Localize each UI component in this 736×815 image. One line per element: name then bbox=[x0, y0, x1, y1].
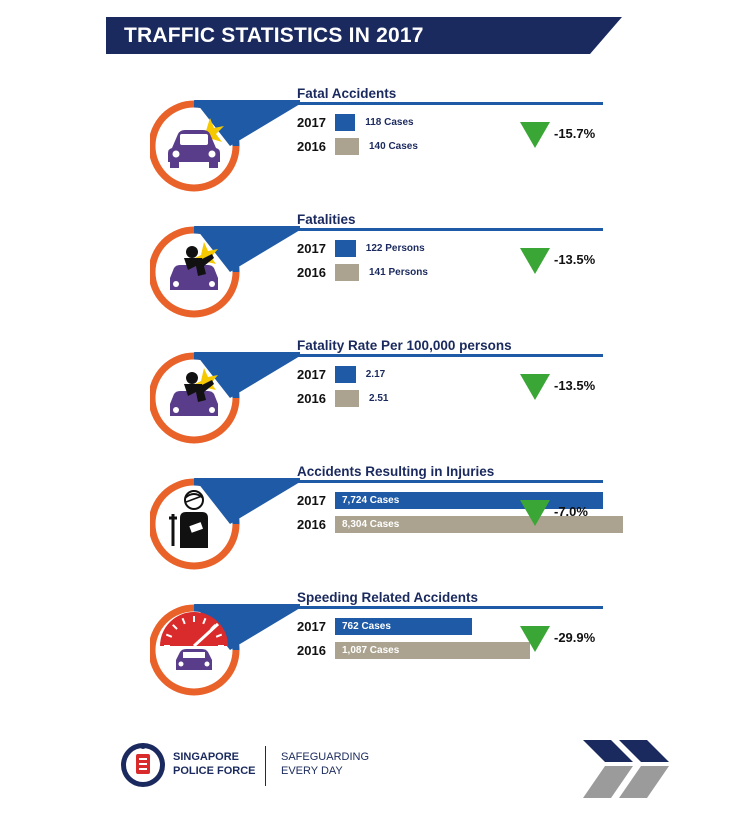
value-label-2017: 118 Cases bbox=[365, 117, 414, 128]
year-label-2017: 2017 bbox=[297, 115, 326, 130]
change-percent: -7.0% bbox=[554, 504, 588, 519]
year-label-2017: 2017 bbox=[297, 367, 326, 382]
section-header-line bbox=[297, 102, 603, 105]
change-percent: -15.7% bbox=[554, 126, 596, 141]
down-arrow-icon bbox=[520, 626, 550, 652]
bar-2017 bbox=[335, 114, 356, 131]
down-arrow-icon bbox=[520, 374, 550, 400]
change-percent: -13.5% bbox=[554, 378, 596, 393]
bar-2016 bbox=[335, 390, 359, 407]
section-title: Fatality Rate Per 100,000 persons bbox=[297, 338, 512, 353]
tagline-line-2: EVERY DAY bbox=[281, 765, 343, 777]
stat-section: Fatalities 2017 122 Persons 2016 141 Persons… bbox=[150, 212, 620, 332]
bar-2017 bbox=[335, 240, 356, 257]
year-label-2016: 2016 bbox=[297, 517, 326, 532]
bar-2017 bbox=[335, 618, 472, 635]
stat-section: Fatal Accidents 2017 118 Cases 2016 140 Case… bbox=[150, 86, 620, 206]
section-title: Fatalities bbox=[297, 212, 356, 227]
title-banner: TRAFFIC STATISTICS IN 2017 bbox=[106, 17, 622, 54]
year-label-2017: 2017 bbox=[297, 241, 326, 256]
down-arrow-icon bbox=[520, 248, 550, 274]
section-title: Speeding Related Accidents bbox=[297, 590, 479, 605]
section-header-line bbox=[297, 606, 603, 609]
value-label-2017: 7,724 Cases bbox=[342, 495, 400, 506]
year-label-2016: 2016 bbox=[297, 643, 326, 658]
value-label-2017: 2.17 bbox=[365, 369, 386, 380]
section-header-line bbox=[297, 354, 603, 357]
change-percent: -13.5% bbox=[554, 252, 596, 267]
down-arrow-icon bbox=[520, 122, 550, 148]
speedometer-car-icon bbox=[150, 604, 300, 696]
stat-section: Accidents Resulting in Injuries 2017 7,724… bbox=[150, 464, 623, 584]
value-label-2016: 2.51 bbox=[369, 393, 389, 404]
page-title: TRAFFIC STATISTICS IN 2017 bbox=[124, 24, 424, 47]
bar-2017 bbox=[335, 366, 356, 383]
year-label-2017: 2017 bbox=[297, 493, 326, 508]
org-line-1: SINGAPORE bbox=[173, 751, 240, 763]
banner-shape bbox=[106, 17, 622, 54]
injured-person-icon bbox=[150, 478, 300, 570]
bar-2016 bbox=[335, 642, 530, 659]
year-label-2016: 2016 bbox=[297, 139, 326, 154]
value-label-2017: 122 Persons bbox=[365, 243, 425, 254]
stat-section: Speeding Related Accidents 2017 762 Cases 2… bbox=[150, 590, 620, 710]
footer-divider bbox=[265, 746, 266, 786]
value-label-2016: 1,087 Cases bbox=[342, 645, 400, 656]
org-line-2: POLICE FORCE bbox=[173, 765, 256, 777]
org-name: SINGAPORE POLICE FORCE bbox=[173, 750, 256, 778]
year-label-2016: 2016 bbox=[297, 265, 326, 280]
section-title: Accidents Resulting in Injuries bbox=[297, 464, 495, 479]
section-header-line bbox=[297, 228, 603, 231]
section-header-line bbox=[297, 480, 603, 483]
car-crash-icon bbox=[150, 100, 300, 192]
year-label-2016: 2016 bbox=[297, 391, 326, 406]
bar-2016 bbox=[335, 264, 359, 281]
tagline-line-1: SAFEGUARDING bbox=[281, 751, 370, 763]
police-crest-icon bbox=[121, 743, 165, 787]
value-label-2017: 762 Cases bbox=[342, 621, 391, 632]
change-percent: -29.9% bbox=[554, 630, 596, 645]
section-title: Fatal Accidents bbox=[297, 86, 397, 101]
bar-2016 bbox=[335, 138, 359, 155]
value-label-2016: 141 Persons bbox=[369, 267, 428, 278]
bar-2016 bbox=[335, 516, 623, 533]
value-label-2016: 8,304 Cases bbox=[342, 519, 400, 530]
pedestrian-hit-icon bbox=[150, 352, 300, 444]
chevrons-icon bbox=[583, 740, 669, 798]
stat-section: Fatality Rate Per 100,000 persons 2017 2.1… bbox=[150, 338, 620, 458]
tagline: SAFEGUARDING EVERY DAY bbox=[281, 750, 369, 778]
year-label-2017: 2017 bbox=[297, 619, 326, 634]
value-label-2016: 140 Cases bbox=[369, 141, 418, 152]
down-arrow-icon bbox=[520, 500, 550, 526]
pedestrian-hit-icon bbox=[150, 226, 300, 318]
